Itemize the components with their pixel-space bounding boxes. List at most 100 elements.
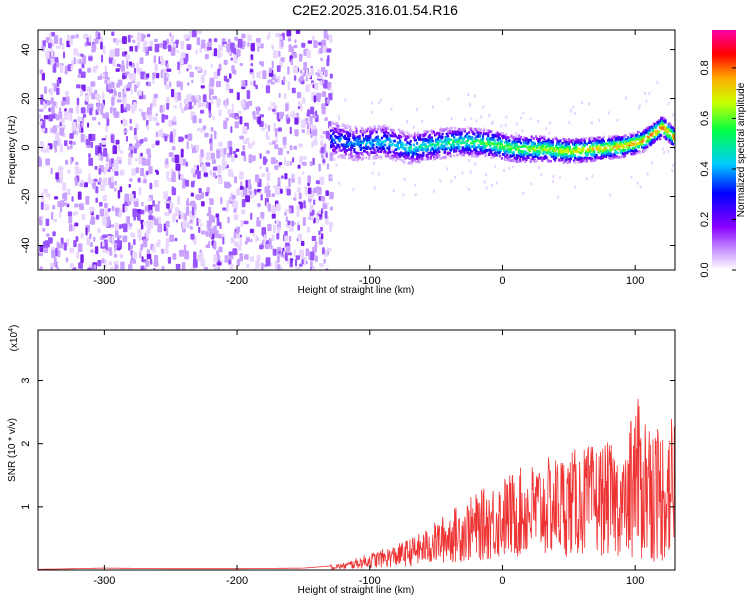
noise-cell	[277, 264, 281, 270]
noise-cell	[189, 219, 193, 224]
tone-cell	[447, 141, 450, 145]
tone-cell	[594, 156, 597, 159]
tone-cell	[475, 149, 478, 153]
noise-cell	[82, 114, 87, 118]
noise-cell	[187, 64, 192, 70]
noise-cell	[58, 212, 62, 218]
noise-cell	[55, 132, 60, 140]
noise-cell	[289, 113, 292, 118]
noise-cell	[206, 152, 211, 161]
noise-cell	[109, 107, 113, 114]
tone-cell	[663, 117, 666, 120]
noise-cell	[50, 97, 54, 105]
noise-cell	[149, 40, 153, 47]
tone-cell	[430, 131, 433, 135]
tone-cell	[524, 145, 527, 148]
noise-cell	[139, 251, 142, 259]
tone-cell	[513, 144, 516, 148]
speckle-cell	[616, 118, 619, 122]
noise-cell	[129, 126, 133, 131]
noise-cell	[271, 157, 276, 165]
noise-cell	[166, 68, 172, 72]
tone-cell	[413, 158, 416, 161]
tone-cell	[446, 134, 449, 138]
noise-cell	[329, 34, 333, 43]
noise-cell	[233, 208, 237, 213]
tone-cell	[413, 132, 416, 135]
noise-cell	[308, 72, 311, 78]
tone-cell	[591, 157, 594, 160]
tone-cell	[592, 143, 595, 146]
speckle-cell	[468, 102, 471, 106]
tone-cell	[345, 149, 349, 152]
noise-cell	[297, 234, 301, 241]
noise-cell	[304, 189, 309, 196]
tone-cell	[664, 130, 667, 134]
noise-cell	[55, 172, 59, 180]
tone-cell	[538, 149, 541, 153]
tone-cell	[487, 139, 490, 142]
tone-cell	[487, 148, 490, 152]
tone-cell	[660, 127, 663, 131]
noise-cell	[137, 41, 141, 49]
noise-cell	[107, 168, 111, 172]
tone-cell	[383, 147, 386, 151]
noise-cell	[278, 50, 281, 57]
tone-cell	[608, 156, 611, 159]
tone-cell	[564, 145, 567, 148]
tone-cell	[423, 147, 426, 151]
tone-cell	[566, 144, 569, 148]
tone-cell	[441, 135, 444, 139]
noise-cell	[52, 65, 57, 73]
noise-cell	[70, 143, 73, 150]
noise-cell	[140, 167, 144, 176]
noise-cell	[129, 118, 132, 124]
tone-cell	[453, 150, 456, 153]
noise-cell	[147, 33, 151, 38]
tone-cell	[453, 154, 456, 158]
noise-cell	[91, 44, 95, 53]
tone-cell	[418, 160, 421, 164]
noise-cell	[84, 42, 87, 47]
noise-cell	[299, 156, 303, 163]
noise-cell	[166, 103, 170, 110]
tone-cell	[373, 148, 376, 152]
noise-cell	[107, 83, 112, 90]
tone-cell	[426, 157, 429, 161]
noise-cell	[232, 248, 237, 256]
noise-cell	[302, 72, 306, 77]
tone-cell	[561, 142, 564, 145]
speckle-cell	[412, 125, 415, 129]
tone-cell	[611, 148, 614, 151]
noise-cell	[180, 174, 184, 180]
noise-cell	[240, 220, 244, 227]
noise-cell	[117, 145, 121, 152]
tone-cell	[505, 136, 508, 139]
speckle-cell	[645, 99, 648, 103]
noise-cell	[152, 74, 156, 80]
tone-cell	[422, 140, 425, 143]
noise-cell	[294, 114, 297, 118]
speckle-cell	[545, 127, 548, 131]
noise-cell	[45, 218, 50, 226]
snr-frame	[37, 329, 676, 571]
noise-cell	[291, 87, 296, 94]
noise-cell	[286, 30, 292, 37]
tone-cell	[379, 155, 383, 159]
noise-cell	[255, 84, 258, 90]
noise-cell	[190, 192, 194, 197]
tone-cell	[402, 152, 405, 155]
spectrogram-x-tick-label: 100	[626, 275, 644, 287]
tone-cell	[338, 146, 341, 149]
speckle-cell	[483, 127, 486, 131]
noise-cell	[193, 238, 197, 245]
noise-cell	[102, 195, 107, 202]
tone-cell	[406, 156, 409, 159]
tone-cell	[337, 131, 340, 135]
colorbar-tick-label: 0.2	[699, 212, 711, 227]
noise-cell	[71, 35, 76, 39]
tone-cell	[485, 153, 488, 157]
tone-cell	[358, 152, 361, 155]
noise-cell	[113, 159, 119, 168]
